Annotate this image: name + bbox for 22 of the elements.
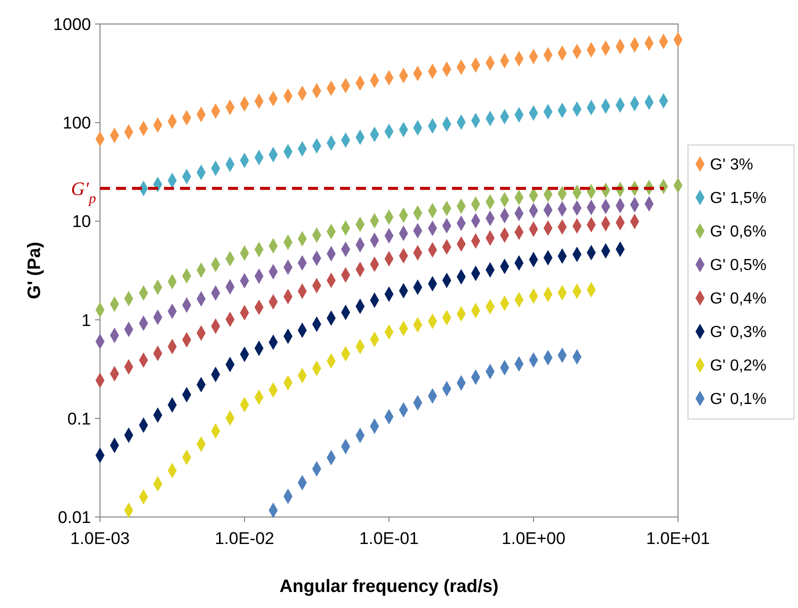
legend-label: G' 0,2% — [710, 358, 766, 375]
y-tick-label: 100 — [62, 114, 91, 133]
x-tick-label: 1.0E+01 — [646, 529, 710, 548]
legend-label: G' 3% — [710, 156, 754, 174]
y-tick-label: 10 — [72, 212, 91, 232]
y-tick-label: 1 — [82, 310, 91, 330]
legend-label: G' 0,4% — [710, 290, 766, 308]
x-tick-label: 1.0E-01 — [359, 529, 419, 548]
x-axis-title: Angular frequency (rad/s) — [279, 576, 499, 596]
legend-label: G' 0,6% — [710, 224, 766, 241]
y-tick-label: 1000 — [53, 14, 91, 34]
y-axis-title: G' (Pa) — [24, 242, 44, 300]
y-tick-label: 0.1 — [67, 409, 91, 428]
x-tick-label: 1.0E-03 — [70, 529, 130, 548]
x-tick-label: 1.0E-02 — [214, 529, 274, 548]
legend-label: G' 0,5% — [710, 257, 766, 274]
legend-label: G' 1,5% — [710, 190, 766, 208]
x-tick-label: 1.0E+00 — [502, 529, 566, 548]
y-tick-label: 0.01 — [58, 508, 91, 527]
ref-line-label: G′$_{p}$ — [70, 179, 96, 208]
legend-label: G' 0,3% — [710, 324, 766, 342]
legend-label: G' 0,1% — [710, 391, 766, 408]
